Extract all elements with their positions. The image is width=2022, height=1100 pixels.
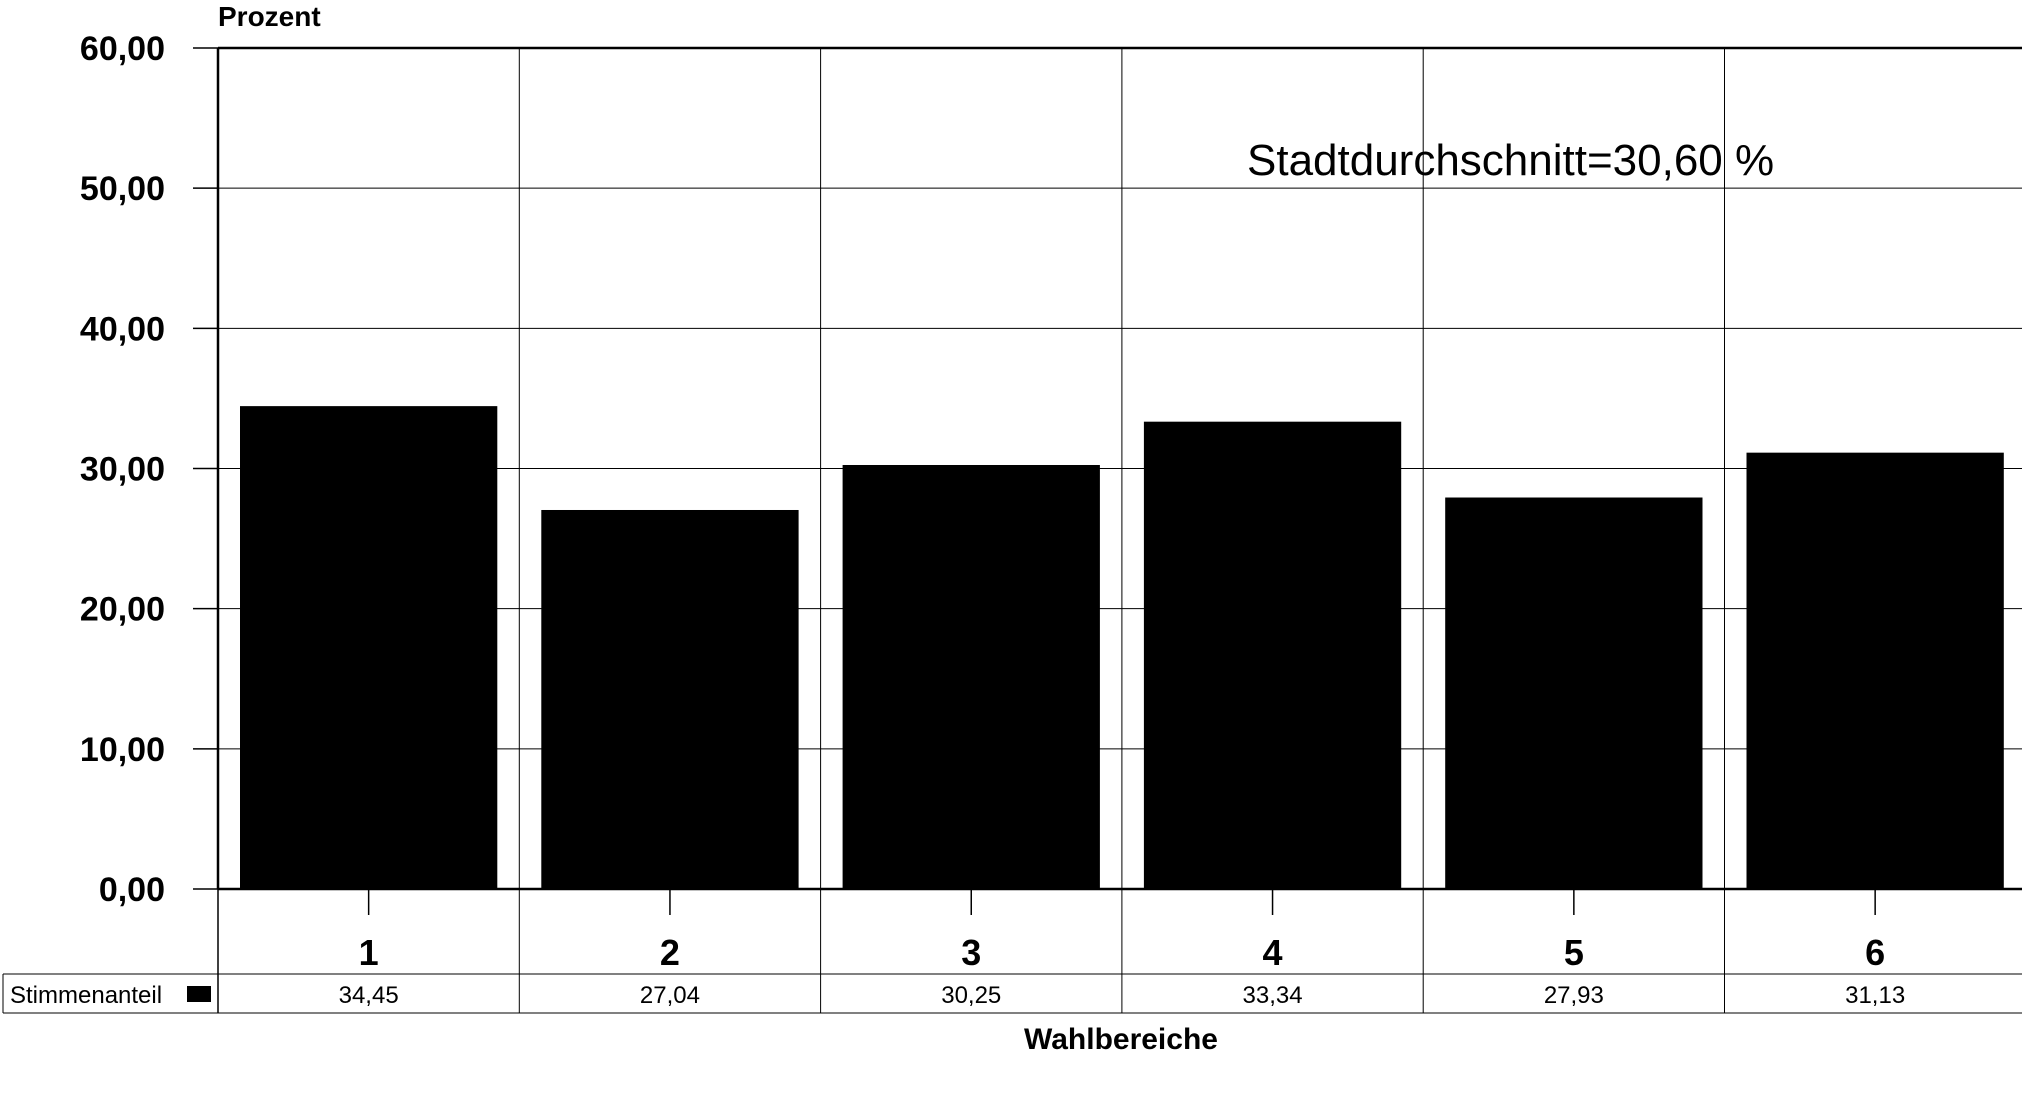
data-label: 33,34: [1243, 982, 1303, 1009]
data-table: Stimmenanteil 34,45 27,04 30,25 33,34 27,93 31…: [2, 973, 2022, 1014]
x-axis-ticks: 1 2 3 4 5 6: [359, 889, 1885, 973]
x-tick-label: 1: [359, 932, 379, 973]
data-label: 30,25: [941, 982, 1001, 1009]
y-tick-label: 20,00: [80, 591, 165, 629]
y-tick-label: 10,00: [80, 731, 165, 769]
data-label: 27,04: [640, 982, 700, 1009]
bar-2: [541, 509, 799, 889]
data-label: 31,13: [1845, 982, 1905, 1009]
x-tick-label: 4: [1263, 932, 1283, 973]
x-tick-label: 2: [660, 932, 680, 973]
series-legend-label: Stimmenanteil: [10, 982, 162, 1009]
data-label: 27,93: [1544, 982, 1604, 1009]
y-tick-label: 50,00: [80, 170, 165, 208]
bar-3: [842, 464, 1100, 889]
legend-swatch: [187, 986, 211, 1002]
x-tick-label: 6: [1865, 932, 1885, 973]
y-tick-label: 0,00: [99, 871, 165, 909]
bars: [240, 406, 2004, 889]
bar-4: [1143, 421, 1402, 889]
average-annotation: Stadtdurchschnitt=30,60 %: [1247, 136, 1774, 185]
x-tick-label: 3: [961, 932, 981, 973]
x-tick-label: 5: [1564, 932, 1584, 973]
y-axis-ticks: 0,00 10,00 20,00 30,00 40,00 50,00 60,00: [80, 30, 218, 909]
y-tick-label: 30,00: [80, 451, 165, 489]
y-tick-label: 60,00: [80, 30, 165, 68]
y-axis-title: Prozent: [218, 1, 321, 32]
y-tick-label: 40,00: [80, 310, 165, 348]
data-label: 34,45: [339, 982, 399, 1009]
bar-5: [1445, 497, 1703, 889]
x-axis-title: Wahlbereiche: [1024, 1023, 1218, 1056]
bar-1: [240, 406, 498, 889]
bar-6: [1746, 452, 2004, 889]
